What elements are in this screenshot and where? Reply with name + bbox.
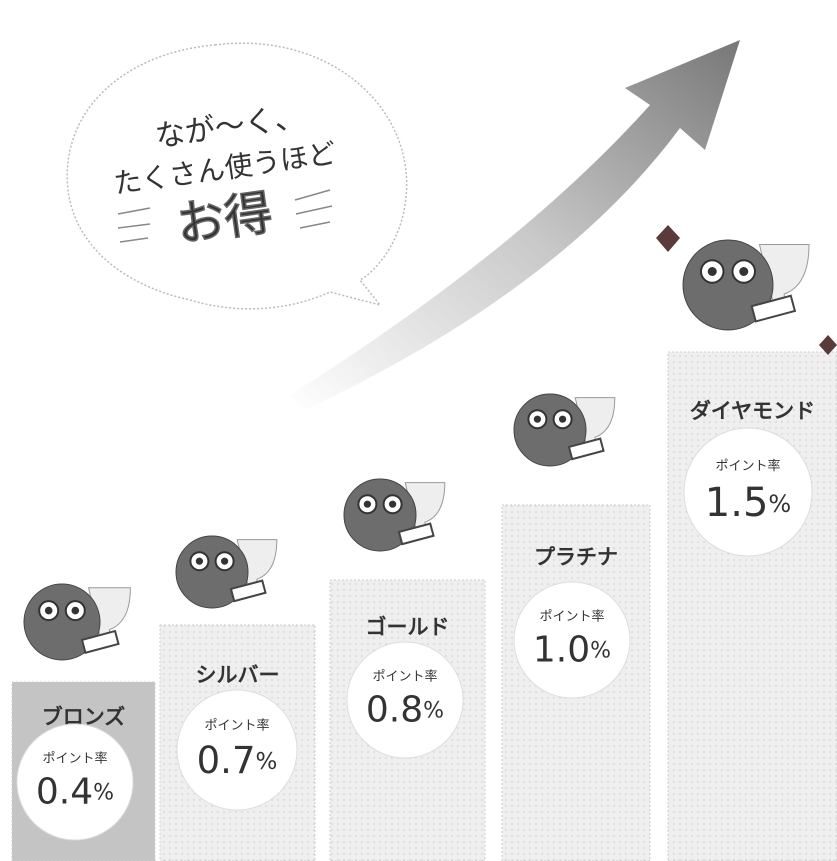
rate-label: ポイント率 xyxy=(42,750,107,766)
rate-label: ポイント率 xyxy=(715,458,780,474)
mascot-pupil xyxy=(72,607,80,615)
tier-name: シルバー xyxy=(196,663,280,687)
mascot-pupil xyxy=(559,416,566,423)
rate-number: 0.4 xyxy=(36,772,93,813)
rate-unit: % xyxy=(423,699,444,724)
mascot xyxy=(683,240,809,330)
rate-number: 1.0 xyxy=(533,630,590,671)
rate-unit: % xyxy=(768,490,791,518)
rate-number: 1.5 xyxy=(705,480,769,526)
rate-unit: % xyxy=(93,781,114,806)
rate-unit: % xyxy=(255,749,277,775)
mascot-pupil xyxy=(708,267,717,276)
rate-label: ポイント率 xyxy=(372,668,437,684)
tier-name: プラチナ xyxy=(534,545,618,569)
infographic: なが～く、 たくさん使うほど お得 ブロンズポイント率0.4%シルバーポイント率… xyxy=(0,0,837,861)
rate-number: 0.8 xyxy=(366,690,423,731)
rate-number: 0.7 xyxy=(197,739,256,782)
mascot-pupil xyxy=(196,558,203,565)
mascot-pupil xyxy=(45,607,53,615)
mascot-pupil xyxy=(389,501,396,508)
mascot-pupil xyxy=(221,558,228,565)
mascot-pupil xyxy=(364,501,371,508)
rate-label: ポイント率 xyxy=(204,718,269,734)
mascot xyxy=(176,536,277,608)
mascot xyxy=(344,479,445,551)
tier-name: ゴールド xyxy=(366,615,450,639)
mascot-pupil xyxy=(739,267,748,276)
rate-unit: % xyxy=(590,639,611,664)
mascot xyxy=(24,584,130,660)
mascot-pupil xyxy=(534,416,541,423)
tier-name: ダイヤモンド xyxy=(690,399,815,423)
rate-label: ポイント率 xyxy=(539,608,604,624)
speech-bubble: なが～く、 たくさん使うほど お得 xyxy=(67,43,406,309)
mascot xyxy=(514,394,615,466)
